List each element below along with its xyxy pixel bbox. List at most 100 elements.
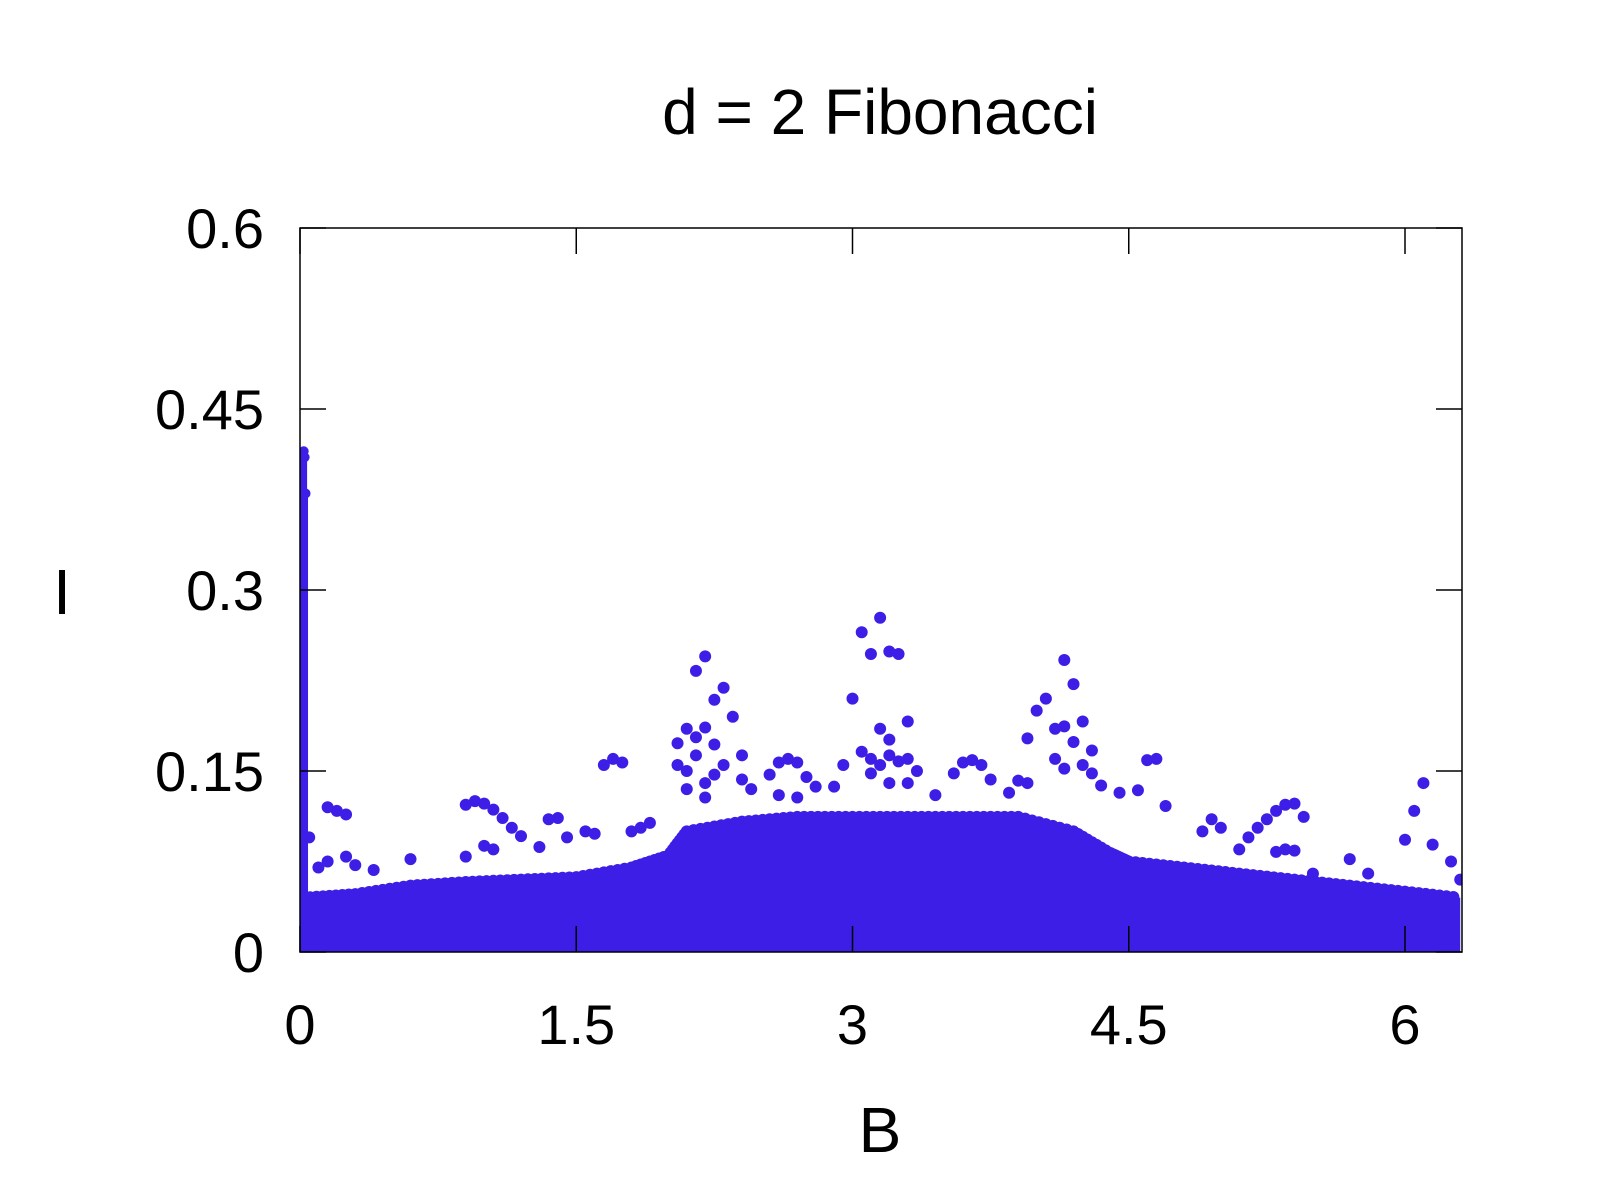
data-point [1131,784,1144,797]
data-point [763,768,776,781]
data-point [1343,853,1356,866]
data-point [892,647,905,660]
data-point [901,715,914,728]
data-point [1049,752,1062,765]
data-point [1445,855,1458,868]
data-point [1150,752,1163,765]
data-point [367,863,380,876]
data-point [782,752,795,765]
data-point [772,789,785,802]
data-point [478,839,491,852]
data-point [855,745,868,758]
y-tick-label: 0.6 [186,197,264,260]
data-point [312,861,325,874]
data-point [1251,821,1264,834]
data-point [459,850,472,863]
data-point [671,758,684,771]
data-point [1058,653,1071,666]
data-point [1362,867,1375,880]
data-point [828,780,841,793]
data-point [551,812,564,825]
data-point [616,756,629,769]
data-point [634,821,647,834]
data-point [680,783,693,796]
y-tick-label: 0.15 [155,740,264,803]
data-point [340,808,353,821]
data-point [1454,873,1462,886]
data-point [1426,838,1439,851]
data-point [1196,825,1209,838]
x-tick-label: 4.5 [1090,993,1168,1056]
data-point [1279,798,1292,811]
data-point [957,756,969,769]
data-point [1039,692,1052,705]
data-point [321,801,334,814]
data-point [588,827,601,840]
data-point [478,797,491,810]
dense-data-band [300,810,1461,952]
data-point [966,754,979,767]
dense-band-area [303,816,1461,952]
data-point [533,841,546,854]
data-point [1058,762,1071,775]
data-point [689,664,702,677]
data-point [1279,843,1292,856]
data-point [883,733,896,746]
data-point [330,804,343,817]
data-point [1049,722,1062,735]
data-point [910,765,923,777]
data-point [487,843,500,856]
data-point [708,738,721,751]
data-point [561,831,574,844]
spike-point [300,452,310,463]
data-point [1085,744,1098,757]
data-point [1242,831,1255,844]
data-point [1260,813,1273,826]
data-point [1306,867,1319,880]
band-edge-point [1447,890,1460,903]
y-tick-label: 0.45 [155,378,264,441]
data-point [699,721,712,734]
data-point [874,722,887,735]
data-point [1076,715,1089,728]
data-point [689,731,702,744]
data-point [1012,774,1025,787]
x-axis-label: B [859,1094,902,1166]
data-point [680,722,693,735]
data-point [717,758,730,771]
data-point [846,692,859,705]
data-point [643,816,656,829]
data-point [671,737,684,750]
data-point [1113,786,1126,799]
data-point [1297,810,1310,823]
data-point [1085,767,1098,780]
data-point [837,758,850,771]
data-point [1270,845,1283,858]
data-point [303,831,316,844]
data-point [800,771,813,784]
data-point [459,798,472,811]
spike-point [300,488,311,499]
data-point [1159,799,1172,812]
data-point [699,791,712,804]
data-point [1058,720,1071,733]
data-point [487,803,500,816]
data-point [892,755,905,768]
x-tick-label: 0 [284,993,315,1056]
data-point [349,859,362,872]
data-point [505,821,518,834]
x-tick-label: 3 [837,993,868,1056]
data-point [1417,777,1430,790]
y-axis-label: I [53,556,71,628]
data-point [607,752,620,765]
data-point [984,773,997,786]
plot-frame [299,227,1463,953]
data-points [300,446,1462,952]
data-point [1270,804,1283,817]
data-point [772,756,785,769]
data-point [699,777,712,790]
data-point [883,749,896,762]
data-point [717,681,730,694]
data-point [864,767,877,780]
